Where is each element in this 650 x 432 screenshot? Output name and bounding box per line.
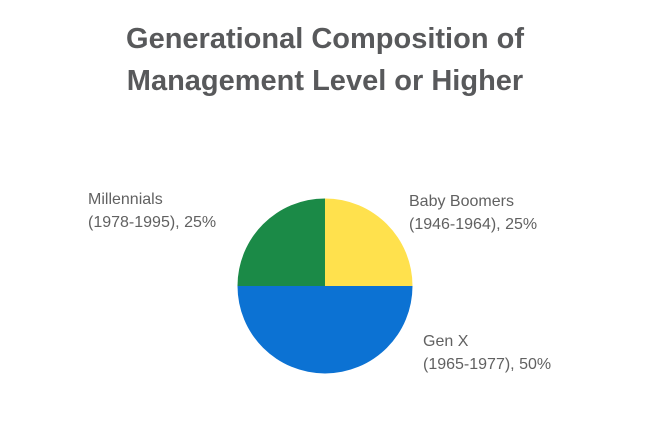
label-baby-boomers-value: (1946-1964), 25%	[409, 216, 538, 233]
label-gen-x-value: (1965-1977), 50%	[423, 356, 552, 373]
chart-title-line2: Management Level or Higher	[126, 65, 524, 97]
label-millennials: Millennials (1978-1995), 25%	[88, 188, 216, 234]
pie-slice-baby-boomers[interactable]	[325, 198, 413, 287]
label-baby-boomers-name: Baby Boomers	[409, 193, 514, 210]
label-gen-x: Gen X (1965-1977), 50%	[423, 330, 551, 376]
chart-title: Generational Composition of Management L…	[0, 18, 650, 102]
label-millennials-name: Millennials	[88, 191, 163, 208]
pie-slice-millennials[interactable]	[237, 198, 326, 287]
label-millennials-value: (1978-1995), 25%	[88, 214, 217, 231]
label-baby-boomers: Baby Boomers (1946-1964), 25%	[409, 190, 537, 236]
label-gen-x-name: Gen X	[423, 333, 469, 350]
chart-title-line1: Generational Composition of	[126, 23, 524, 55]
pie-slice-gen-x[interactable]	[237, 286, 413, 374]
pie-chart	[237, 198, 413, 374]
